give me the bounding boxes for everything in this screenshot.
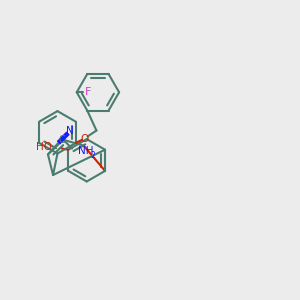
Text: C: C [58,135,65,145]
Text: NH: NH [78,146,94,156]
Text: 2: 2 [91,151,95,160]
Text: O: O [80,134,88,144]
Text: F: F [85,87,91,97]
Text: HO: HO [36,142,52,152]
Text: N: N [67,126,74,136]
